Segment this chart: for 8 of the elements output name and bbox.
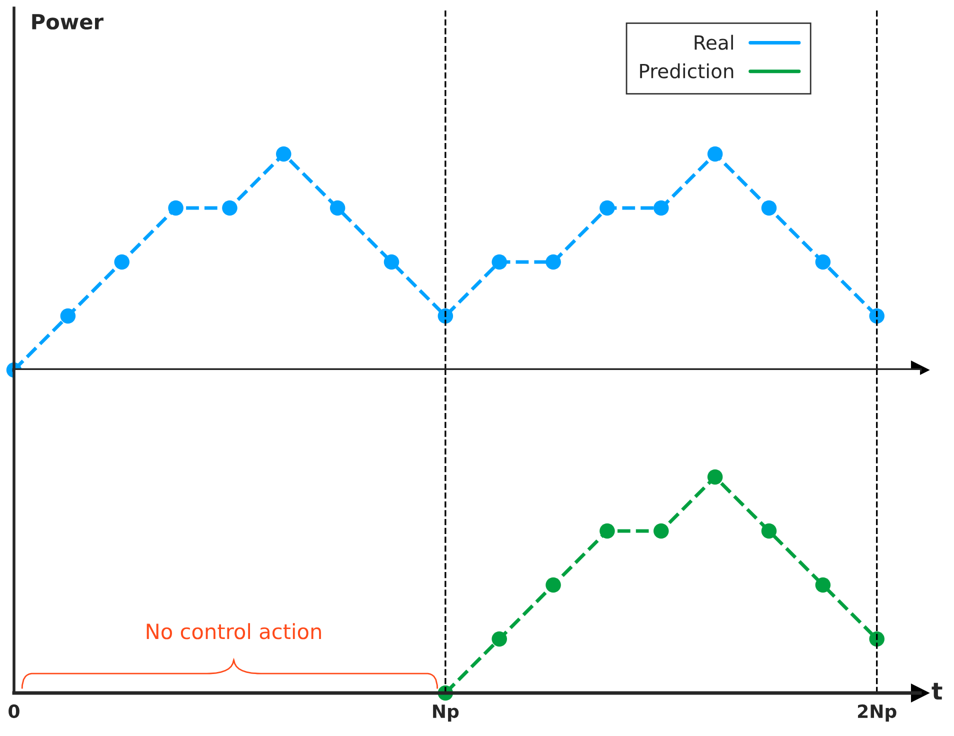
x-tick-label: 0 — [8, 704, 20, 718]
legend-label: Real — [694, 34, 733, 50]
x-axis-title: t — [932, 682, 942, 700]
legend-label: Prediction — [640, 63, 734, 78]
y-axis-title: Power — [32, 14, 104, 30]
annotation: No control action — [146, 623, 321, 640]
x-tick-label: 2Np — [858, 704, 896, 722]
x-tick-label: Np — [433, 704, 459, 722]
